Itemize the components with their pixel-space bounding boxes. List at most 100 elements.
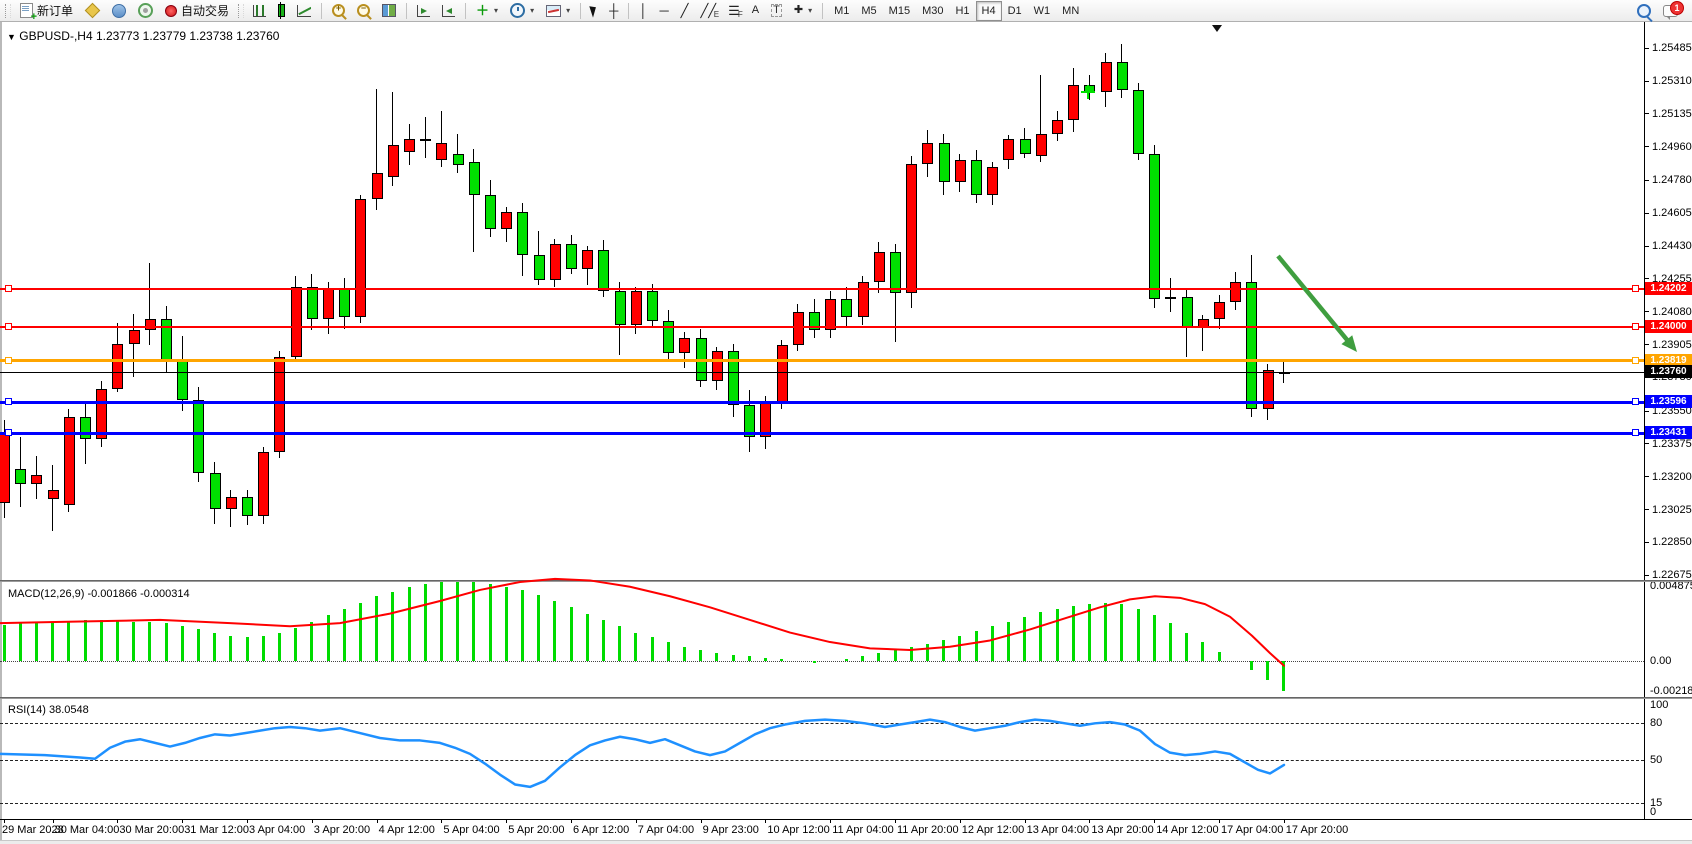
channel-button[interactable]: ╱╱ E: [695, 0, 721, 21]
horizontal-level-line[interactable]: [0, 400, 1644, 404]
candle-bearish: [663, 321, 675, 353]
crosshair-button[interactable]: ┼: [604, 0, 623, 21]
time-label: 17 Apr 20:00: [1285, 824, 1349, 836]
level-line-handle[interactable]: [1632, 356, 1639, 364]
macd-histogram-bar: [294, 627, 298, 661]
timeframe-button-M5[interactable]: M5: [861, 4, 877, 17]
chart-shift-marker[interactable]: [1212, 25, 1222, 32]
line-chart-button[interactable]: [292, 0, 316, 21]
label-button[interactable]: T: [766, 0, 787, 21]
bar-chart-icon: [253, 4, 267, 17]
macd-histogram-bar: [51, 621, 55, 661]
candle-bearish: [938, 142, 950, 183]
macd-histogram-bar: [261, 635, 265, 661]
search-button[interactable]: [1632, 0, 1656, 21]
auto-scroll-button[interactable]: [412, 0, 435, 21]
tile-windows-button[interactable]: [377, 0, 401, 21]
candle-bullish: [323, 289, 334, 320]
vertical-line-button[interactable]: │: [634, 0, 652, 21]
candle-bullish: [1214, 302, 1225, 320]
macd-histogram-bar: [601, 619, 605, 661]
level-line-handle[interactable]: [5, 429, 12, 437]
level-line-handle[interactable]: [1632, 284, 1639, 292]
metaquotes-button[interactable]: [80, 0, 105, 21]
horizontal-level-line[interactable]: [0, 359, 1644, 363]
candle-bullish: [679, 337, 691, 353]
panel-separator-macd[interactable]: [0, 580, 1692, 582]
periods-button[interactable]: ▾: [505, 0, 539, 21]
candle-bullish: [371, 172, 383, 200]
trendline-button[interactable]: ╱: [676, 0, 694, 21]
rsi-level-line: [0, 723, 1644, 725]
timeframe-button-W1[interactable]: W1: [1033, 4, 1051, 17]
timeframe-button-M1[interactable]: M1: [834, 4, 850, 17]
macd-histogram-bar: [277, 632, 281, 661]
macd-histogram-bar: [439, 582, 443, 661]
timeframe-button-MN[interactable]: MN: [1062, 4, 1080, 17]
macd-histogram-bar: [1282, 661, 1286, 691]
bar-chart-button[interactable]: [248, 0, 271, 21]
level-line-handle[interactable]: [5, 356, 12, 364]
timeframe-button-D1[interactable]: D1: [1007, 4, 1022, 17]
time-tick: [1219, 819, 1220, 823]
new-order-button[interactable]: 新订单: [15, 0, 78, 23]
panel-separator-rsi[interactable]: [0, 697, 1692, 699]
cursor-button[interactable]: [586, 0, 602, 21]
horizontal-level-line[interactable]: [0, 431, 1644, 435]
templates-button[interactable]: ▾: [541, 0, 575, 21]
zoom-out-button[interactable]: −: [352, 0, 375, 21]
level-line-handle[interactable]: [1632, 322, 1639, 330]
candlestick-button[interactable]: [273, 0, 290, 21]
profile-button[interactable]: [107, 0, 131, 21]
time-label: 10 Apr 12:00: [767, 824, 830, 836]
timeframe-button-M30[interactable]: M30: [922, 4, 944, 17]
price-tick: [1644, 146, 1649, 148]
price-label: 1.24080: [1652, 305, 1692, 318]
price-label: 1.24960: [1652, 140, 1692, 153]
main-toolbar: 新订单 自动交易 + − ＋▾ ▾ ▾ ┼ │ ─ ╱ ╱╱E ☰F A T: [0, 0, 1692, 23]
macd-histogram-bar: [925, 643, 929, 661]
autotrading-button[interactable]: 自动交易: [160, 0, 234, 21]
horizontal-level-line[interactable]: [0, 325, 1644, 328]
indicators-button[interactable]: ＋ ▾: [476, 3, 499, 18]
level-line-handle[interactable]: [5, 398, 12, 406]
time-label: 11 Apr 04:00: [832, 824, 894, 836]
rsi-axis-label: 0: [1650, 806, 1657, 818]
cross-marker-icon: [1087, 85, 1089, 100]
chart-shift-button[interactable]: [437, 0, 460, 21]
fibonacci-button[interactable]: ☰ F: [723, 0, 745, 21]
candle-bullish: [582, 249, 594, 269]
toolbar-grip: [5, 3, 11, 18]
macd-zero-line: [0, 661, 1644, 662]
auto-scroll-icon: [417, 4, 431, 17]
level-line-handle[interactable]: [1632, 429, 1639, 437]
timeframe-button-H1[interactable]: H1: [955, 4, 970, 17]
candle-bearish: [647, 291, 658, 322]
text-button[interactable]: A: [747, 0, 764, 21]
autotrading-label: 自动交易: [181, 4, 230, 18]
level-line-handle[interactable]: [5, 322, 12, 330]
horizontal-line-button[interactable]: ─: [654, 0, 673, 21]
arrows-button[interactable]: ✚ ▾: [793, 4, 813, 16]
symbol-dropdown-icon[interactable]: ▼: [7, 32, 16, 42]
price-label: 1.23375: [1652, 437, 1692, 450]
signal-button[interactable]: [133, 0, 158, 21]
macd-histogram-bar: [1217, 651, 1221, 661]
zoom-in-button[interactable]: +: [327, 0, 350, 21]
timeframe-button-H4[interactable]: H4: [975, 0, 1002, 21]
macd-histogram-bar: [488, 583, 492, 661]
macd-histogram-bar: [67, 621, 71, 661]
macd-histogram-bar: [1071, 605, 1075, 661]
macd-histogram-bar: [342, 608, 346, 661]
timeframe-button-M15[interactable]: M15: [888, 4, 911, 17]
level-price-badge: 1.23596: [1645, 395, 1692, 409]
level-line-handle[interactable]: [1632, 398, 1639, 406]
macd-histogram-bar: [1266, 661, 1270, 680]
level-line-handle[interactable]: [5, 284, 12, 292]
price-tick: [1644, 311, 1649, 313]
price-label: 1.23025: [1652, 503, 1692, 516]
chat-button[interactable]: 1: [1658, 0, 1684, 21]
candle-bearish: [1181, 296, 1193, 327]
chart-shift-icon: [442, 4, 456, 17]
horizontal-level-line[interactable]: [0, 287, 1644, 290]
